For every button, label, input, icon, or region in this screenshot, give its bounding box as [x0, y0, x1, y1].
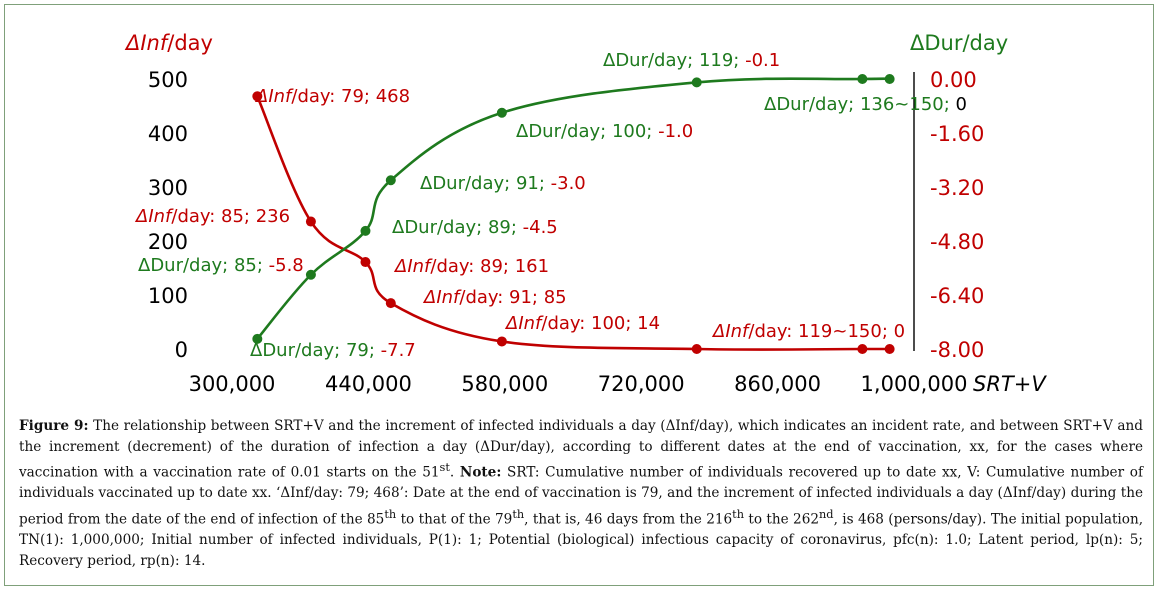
right-tick-label: -3.20: [930, 176, 984, 200]
caption-text-1: The relationship between SRT+V and the i…: [19, 418, 1143, 481]
dur-data-point: [385, 175, 396, 186]
caption-sup-th-3: th: [732, 506, 745, 521]
caption-text-3: SRT: Cumulative number of individuals re…: [19, 464, 1143, 528]
dur-annotation-100: ΔDur/day; 100; -1.0: [516, 121, 693, 142]
caption-sup-st: st: [439, 460, 450, 475]
x-tick-label: 1,000,000: [861, 372, 968, 396]
dur-data-point: [857, 74, 868, 84]
right-axis-title: ΔDur/day: [910, 31, 1008, 55]
dur-annotation-91: ΔDur/day; 91; -3.0: [420, 173, 586, 194]
inf-annotation-89: ΔInf/day: 89; 161: [393, 256, 549, 277]
figure-caption: Figure 9: The relationship between SRT+V…: [19, 416, 1143, 571]
caption-sup-th-2: th: [512, 506, 525, 521]
inf-data-point: [691, 344, 702, 354]
figure-frame: [4, 4, 1154, 586]
inf-data-point: [385, 298, 396, 309]
inf-annotation-79: ΔInf/day: 79; 468: [254, 86, 410, 107]
dur-annotation-85: ΔDur/day; 85; -5.8: [138, 255, 304, 276]
left-tick-label: 0: [175, 338, 188, 362]
dur-series-line: [256, 77, 890, 340]
right-tick-label: -4.80: [930, 230, 984, 254]
x-tick-label: 860,000: [734, 372, 821, 396]
dur-data-point: [691, 77, 702, 88]
caption-text-5: , that is, 46 days from the 216: [524, 511, 733, 528]
caption-note-label: Note:: [459, 464, 502, 481]
inf-data-point: [252, 91, 263, 102]
x-tick-label: 300,000: [189, 372, 276, 396]
inf-annotation-91: ΔInf/day: 91; 85: [422, 287, 567, 308]
dur-data-point: [496, 107, 507, 118]
left-tick-label: 100: [148, 284, 188, 308]
dur-data-point: [305, 269, 316, 280]
inf-annotation-119: ΔInf/day: 119~150; 0: [711, 321, 905, 342]
caption-sup-th-1: th: [384, 506, 397, 521]
x-tick-label: 580,000: [461, 372, 548, 396]
left-axis-title: ΔInf/day: [124, 31, 213, 55]
left-tick-label: 200: [148, 230, 188, 254]
caption-text-2: .: [449, 464, 460, 481]
left-tick-label: 400: [148, 122, 188, 146]
caption-text-4: to that of the 79: [396, 511, 513, 528]
left-tick-label: 500: [148, 68, 188, 92]
right-tick-label: 0.00: [930, 68, 977, 92]
right-tick-label: -1.60: [930, 122, 984, 146]
dur-annotation-79: ΔDur/day; 79; -7.7: [250, 340, 416, 361]
right-tick-label: -8.00: [930, 338, 984, 362]
dur-annotation-136: ΔDur/day; 136~150; 0: [764, 94, 967, 115]
inf-data-point: [857, 344, 868, 354]
inf-annotation-85: ΔInf/day: 85; 236: [134, 206, 290, 227]
right-tick-label: -6.40: [930, 284, 984, 308]
dur-annotation-119: ΔDur/day; 119; -0.1: [603, 50, 780, 71]
caption-sup-nd: nd: [819, 506, 834, 521]
inf-data-point: [884, 344, 895, 354]
inf-data-point: [496, 336, 507, 347]
inf-data-point: [360, 257, 371, 268]
caption-text-7: , is 468 (persons/day). The initial popu…: [19, 511, 1144, 569]
caption-text-6: to the 262: [744, 511, 820, 528]
inf-data-point: [305, 216, 316, 227]
x-axis-label: SRT+V: [973, 372, 1047, 396]
inf-annotation-100: ΔInf/day: 100; 14: [504, 313, 660, 334]
dur-data-point: [252, 333, 263, 344]
dur-data-point: [360, 225, 371, 236]
x-tick-label: 440,000: [325, 372, 412, 396]
left-tick-label: 300: [148, 176, 188, 200]
caption-label: Figure 9:: [19, 418, 89, 434]
dur-data-point: [884, 74, 895, 84]
dur-annotation-89: ΔDur/day; 89; -4.5: [392, 217, 558, 238]
x-tick-label: 720,000: [598, 372, 685, 396]
chart-svg: ΔInf/day ΔDur/day SRT+V 0 100 200 300 400 500…: [124, 31, 1047, 396]
